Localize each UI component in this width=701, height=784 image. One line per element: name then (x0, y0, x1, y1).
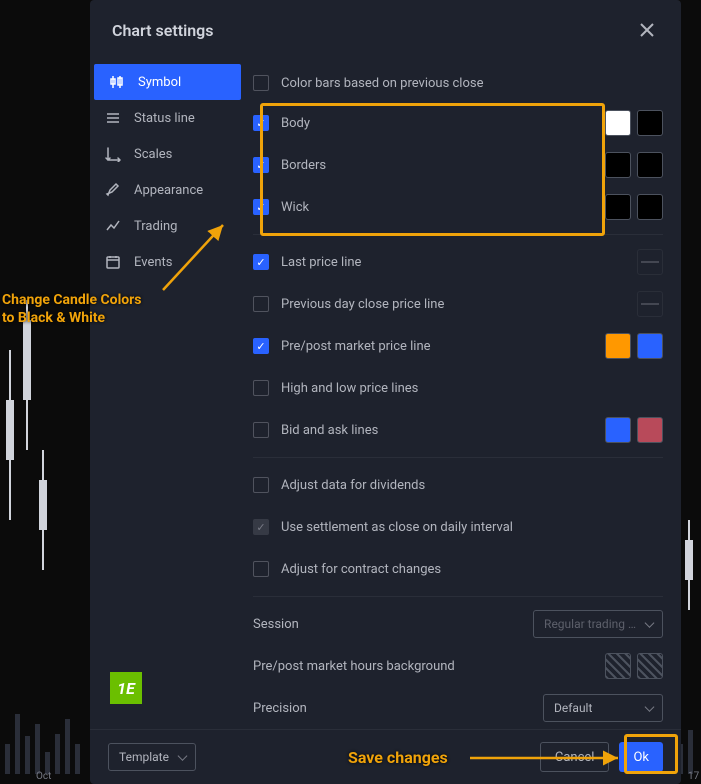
option-label: Last price line (281, 255, 637, 270)
brush-icon (104, 182, 122, 198)
lines-icon (104, 110, 122, 126)
color-swatch-pre-bg[interactable] (605, 653, 631, 679)
checkbox-prev-day-close[interactable] (253, 296, 269, 312)
option-label: High and low price lines (281, 381, 663, 396)
sidebar-item-trading[interactable]: Trading (90, 208, 245, 244)
sidebar-item-label: Scales (134, 147, 172, 162)
dialog-title: Chart settings (112, 21, 214, 40)
checkbox-adjust-contract[interactable] (253, 561, 269, 577)
color-swatch-ask[interactable] (637, 417, 663, 443)
sidebar-item-label: Events (134, 255, 172, 270)
sidebar-item-scales[interactable]: Scales (90, 136, 245, 172)
ok-button[interactable]: Ok (619, 742, 663, 772)
option-label: Bid and ask lines (281, 423, 605, 438)
checkbox-bid-ask-lines[interactable] (253, 422, 269, 438)
sidebar-item-label: Appearance (134, 183, 203, 198)
color-swatch-borders-down[interactable] (637, 152, 663, 178)
close-button[interactable] (635, 18, 659, 42)
template-select[interactable]: Template (108, 743, 196, 771)
color-swatch-prev-day-close[interactable] (637, 291, 663, 317)
annotation-text-candle: Change Candle Colors to Black & White (2, 291, 142, 327)
color-swatch-body-up[interactable] (605, 110, 631, 136)
option-label: Adjust for contract changes (281, 562, 663, 577)
option-label: Previous day close price line (281, 297, 637, 312)
checkbox-color-bars-prev-close[interactable] (253, 75, 269, 91)
checkbox-pre-post-market-line[interactable] (253, 338, 269, 354)
session-select[interactable]: Regular trading … (533, 610, 663, 638)
color-swatch-postmarket[interactable] (637, 333, 663, 359)
option-label: Precision (253, 701, 543, 716)
axis-tick-label: 17 (688, 771, 699, 782)
option-label: Body (281, 116, 605, 131)
axes-icon (104, 146, 122, 162)
checkbox-borders[interactable] (253, 157, 269, 173)
checkbox-last-price-line[interactable] (253, 254, 269, 270)
color-swatch-body-down[interactable] (637, 110, 663, 136)
trend-icon (104, 218, 122, 234)
checkbox-adjust-dividends[interactable] (253, 477, 269, 493)
sidebar-item-label: Symbol (138, 75, 181, 90)
color-swatch-post-bg[interactable] (637, 653, 663, 679)
checkbox-body[interactable] (253, 115, 269, 131)
sidebar-item-label: Trading (134, 219, 177, 234)
option-label: Pre/post market hours background (253, 659, 605, 674)
checkbox-use-settlement[interactable] (253, 519, 269, 535)
brand-logo: 1E (110, 672, 142, 704)
axis-tick-label: Oct (36, 771, 51, 782)
option-label: Color bars based on previous close (281, 76, 663, 91)
cancel-button[interactable]: Cancel (540, 742, 610, 772)
sidebar-item-label: Status line (134, 111, 195, 126)
annotation-text-save: Save changes (348, 748, 448, 769)
checkbox-wick[interactable] (253, 199, 269, 215)
option-label: Pre/post market price line (281, 339, 605, 354)
option-label: Use settlement as close on daily interva… (281, 520, 663, 535)
color-swatch-last-price[interactable] (637, 249, 663, 275)
checkbox-high-low-lines[interactable] (253, 380, 269, 396)
chart-settings-dialog: Chart settings Symbol Status line Scales… (90, 0, 681, 784)
color-swatch-wick-down[interactable] (637, 194, 663, 220)
option-label: Wick (281, 200, 605, 215)
color-swatch-bid[interactable] (605, 417, 631, 443)
color-swatch-wick-up[interactable] (605, 194, 631, 220)
option-label: Adjust data for dividends (281, 478, 663, 493)
sidebar-item-events[interactable]: Events (90, 244, 245, 280)
option-label: Borders (281, 158, 605, 173)
sidebar-item-appearance[interactable]: Appearance (90, 172, 245, 208)
option-label: Session (253, 617, 533, 632)
candles-icon (108, 74, 126, 90)
color-swatch-borders-up[interactable] (605, 152, 631, 178)
settings-content: Color bars based on previous close Body … (245, 60, 681, 729)
color-swatch-premarket[interactable] (605, 333, 631, 359)
settings-sidebar: Symbol Status line Scales Appearance Tra… (90, 60, 245, 729)
sidebar-item-symbol[interactable]: Symbol (94, 64, 241, 100)
precision-select[interactable]: Default (543, 694, 663, 722)
calendar-icon (104, 254, 122, 270)
sidebar-item-status-line[interactable]: Status line (90, 100, 245, 136)
